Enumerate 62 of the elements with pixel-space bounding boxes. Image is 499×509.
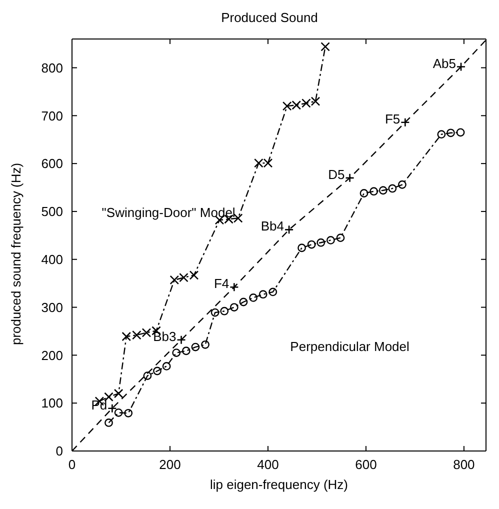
point (104, 392, 114, 402)
point (191, 342, 200, 352)
point (143, 372, 152, 380)
point (108, 404, 117, 414)
point (378, 186, 388, 195)
point (153, 366, 162, 376)
x-tick-label: 0 (68, 457, 76, 472)
point (360, 189, 368, 198)
annotation: F4 (214, 276, 230, 292)
point (104, 418, 113, 427)
y-tick-label: 400 (41, 252, 63, 267)
x-tick-label: 600 (355, 457, 377, 472)
x-axis-title: lip eigen-frequency (Hz) (210, 477, 348, 492)
point (201, 340, 210, 349)
x-tick-label: 800 (453, 457, 475, 472)
point (446, 128, 455, 138)
point (326, 236, 335, 244)
point (345, 173, 354, 183)
point (182, 346, 190, 356)
point (114, 408, 123, 417)
point (398, 180, 406, 189)
y-tick-label: 100 (41, 396, 63, 411)
point (189, 270, 199, 280)
x-tick-label: 200 (159, 457, 181, 472)
point (437, 130, 446, 139)
point (284, 225, 294, 234)
point (162, 362, 171, 370)
point (124, 408, 133, 418)
y-tick-label: 300 (41, 300, 63, 315)
y-tick-label: 600 (41, 156, 63, 172)
annotation: Perpendicular Model (290, 338, 410, 354)
y-tick-label: 200 (41, 348, 63, 363)
point (388, 184, 397, 193)
point (258, 290, 268, 299)
point (370, 187, 378, 196)
y-tick-label: 0 (56, 444, 63, 459)
point (230, 303, 238, 312)
annotation: "Swinging-Door" Model (102, 205, 236, 220)
point (336, 234, 345, 242)
chart-title: Produced Sound (220, 9, 319, 27)
y-tick-label: 700 (41, 108, 63, 124)
point (456, 128, 465, 137)
annotation: D5 (328, 166, 345, 182)
y-tick-label: 500 (41, 204, 63, 220)
point (239, 298, 248, 306)
annotation: Ab5 (432, 56, 456, 71)
y-axis-title: produced sound frequency (Hz) (8, 162, 24, 345)
point (114, 388, 124, 398)
annotation: Bb4 (260, 218, 284, 234)
point (320, 42, 330, 52)
point (172, 348, 181, 357)
point (249, 294, 258, 302)
point (268, 288, 278, 296)
point (220, 306, 229, 316)
annotation: F5 (384, 111, 400, 126)
y-tick-label: 800 (41, 60, 63, 76)
point (316, 238, 326, 247)
point (456, 62, 466, 72)
point (307, 240, 316, 249)
x-tick-label: 400 (257, 457, 279, 472)
point (298, 244, 306, 252)
point (210, 308, 220, 317)
